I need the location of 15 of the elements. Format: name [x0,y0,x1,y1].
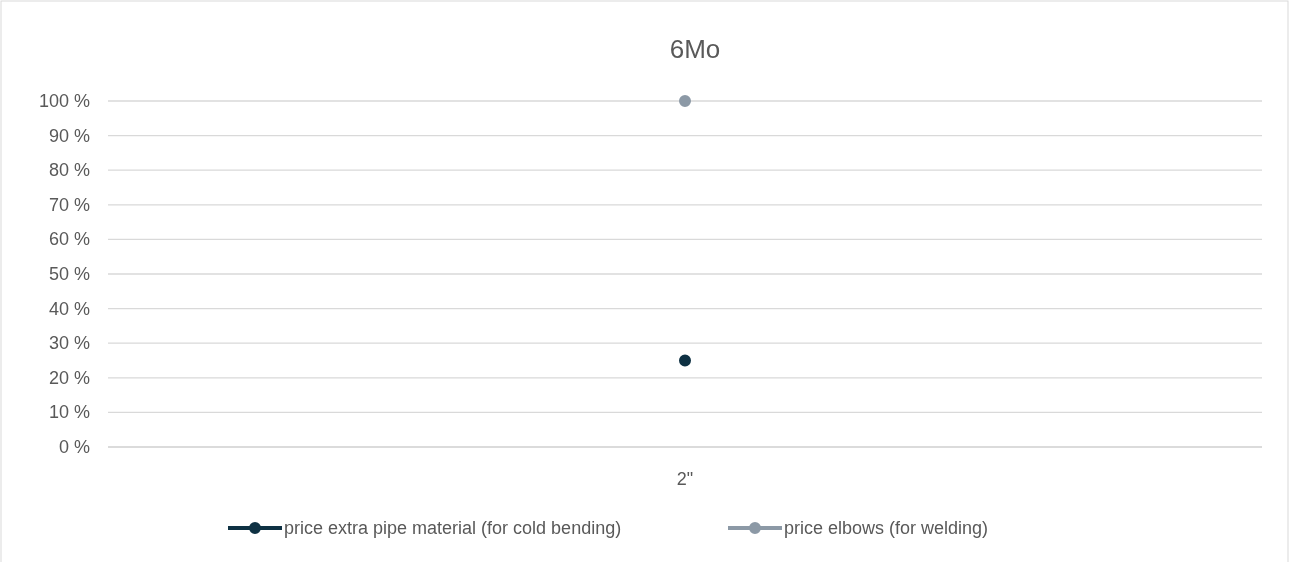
y-tick-label: 100 % [38,91,90,111]
y-tick-label: 90 % [48,125,90,146]
legend-label: price extra pipe material (for cold bending) [284,518,622,538]
y-tick-label: 80 % [48,160,90,181]
y-tick-label: 20 % [48,367,90,388]
x-tick-label: 2" [676,469,694,489]
legend-label: price elbows (for welding) [784,518,989,538]
y-tick-label: 60 % [48,229,90,250]
y-tick-label: 0 % [58,437,90,457]
y-tick-label: 50 % [48,264,90,284]
y-tick-label: 10 % [48,402,90,423]
y-tick-label: 30 % [48,333,90,354]
y-tick-label: 40 % [48,298,90,319]
chart-title: 6Mo [669,34,721,64]
y-tick-label: 70 % [48,194,90,215]
